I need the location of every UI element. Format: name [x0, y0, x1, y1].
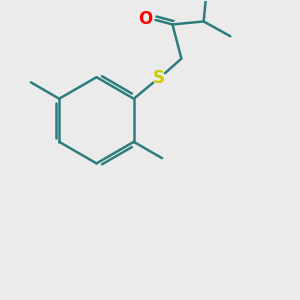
Text: O: O — [138, 10, 152, 28]
Text: S: S — [153, 69, 165, 87]
